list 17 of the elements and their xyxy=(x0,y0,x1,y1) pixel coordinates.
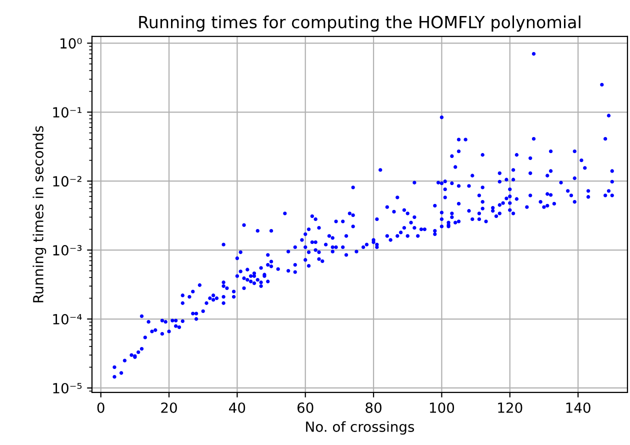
y-tick-label: 10⁰ xyxy=(60,38,82,49)
y-tick-label: 10⁻⁴ xyxy=(53,314,82,324)
y-tick-label: 10⁻⁵ xyxy=(53,382,82,394)
y-tick-label: 10⁻³ xyxy=(53,245,82,256)
x-tick-label: 20 xyxy=(161,402,177,413)
y-tick-label: 10⁻¹ xyxy=(53,107,82,118)
y-axis-title: Running times in seconds xyxy=(32,126,46,302)
x-axis-title: No. of crossings xyxy=(306,421,414,435)
x-tick-label: 0 xyxy=(97,402,104,413)
x-tick-label: 40 xyxy=(229,402,246,413)
x-tick-label: 120 xyxy=(498,402,522,413)
y-tick-label: 10⁻² xyxy=(53,176,82,187)
x-tick-label: 80 xyxy=(366,402,382,413)
x-tick-label: 140 xyxy=(566,402,590,413)
x-tick-label: 100 xyxy=(430,402,454,413)
chart-title: Running times for computing the HOMFLY polynomial xyxy=(139,15,580,32)
x-tick-label: 60 xyxy=(297,402,314,413)
